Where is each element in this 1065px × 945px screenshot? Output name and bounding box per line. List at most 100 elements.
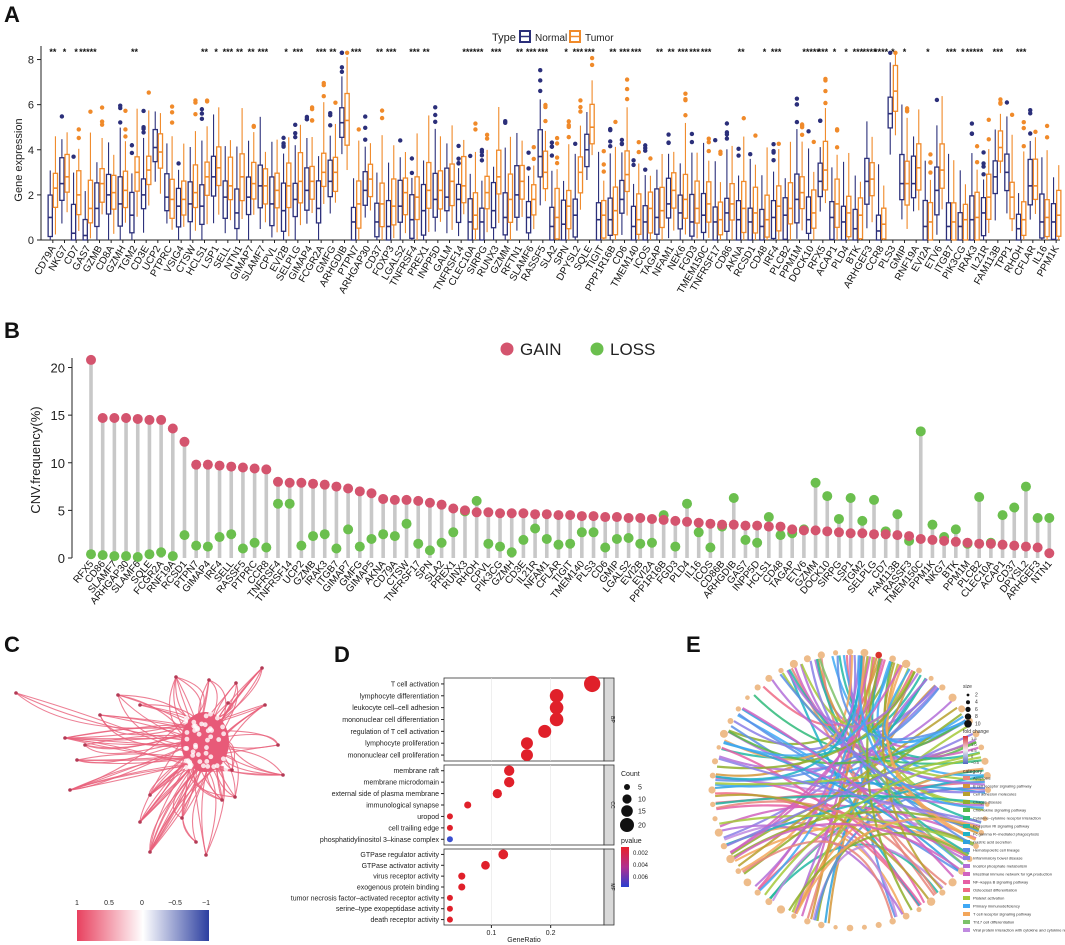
panel-letter-c: C <box>4 632 20 657</box>
lollipop-pair <box>389 494 400 558</box>
pvalue-legend-title: pvalue <box>621 838 642 845</box>
normal-outlier <box>969 121 975 126</box>
network-node <box>233 795 237 799</box>
chord <box>771 679 985 786</box>
normal-outlier <box>304 114 310 120</box>
chord-node <box>875 921 882 929</box>
category-swatch <box>963 856 970 860</box>
size-legend-dot <box>964 720 972 728</box>
chord-node <box>710 801 716 808</box>
lollipop-pair <box>553 510 564 558</box>
normal-box <box>759 208 765 241</box>
gene-box-pair <box>455 139 467 237</box>
gain-point <box>109 413 120 423</box>
gene-box-pair <box>957 170 969 241</box>
y-tick-label: 15 <box>51 408 65 423</box>
tumor-box <box>52 172 59 209</box>
term-dot <box>446 905 453 912</box>
gain-point <box>623 513 634 523</box>
lollipop-pair <box>530 509 541 558</box>
chord-node <box>720 842 728 850</box>
x-axis-label: GeneRatio <box>507 937 541 944</box>
lollipop-pair <box>331 481 342 558</box>
gene-box-pair <box>47 136 59 240</box>
loss-point <box>144 549 155 560</box>
loss-point <box>296 540 307 551</box>
lollipop-pair <box>366 488 377 558</box>
chord-node <box>958 705 966 713</box>
network-node <box>208 754 214 760</box>
loss-point <box>705 542 716 553</box>
facet-strip-cc <box>603 764 615 846</box>
significance-mark: * <box>891 47 895 57</box>
loss-point <box>214 532 225 543</box>
normal-outlier <box>794 102 800 107</box>
colorbar-tick-label: 0 <box>140 900 144 907</box>
gain-point <box>833 527 844 538</box>
normal-box <box>980 196 987 237</box>
tumor-box <box>297 151 304 204</box>
term-dot <box>446 813 453 820</box>
tumor-outlier <box>613 119 618 125</box>
loss-point <box>191 540 202 551</box>
normal-outlier <box>538 88 543 94</box>
normal-box <box>700 192 707 234</box>
normal-box <box>397 179 403 223</box>
gain-point <box>167 423 178 434</box>
tumor-box <box>636 193 642 236</box>
significance-mark: ** <box>236 47 244 57</box>
tumor-outlier <box>321 82 326 88</box>
lollipop-pair <box>588 511 599 558</box>
normal-box <box>677 194 683 230</box>
loss-point <box>588 527 599 538</box>
tumor-outlier <box>123 108 128 113</box>
gain-point <box>389 494 400 505</box>
chord-node <box>846 924 854 932</box>
loss-point <box>869 494 880 505</box>
loss-point <box>401 518 412 529</box>
gain-point <box>880 529 891 540</box>
lollipop-pair <box>156 414 167 558</box>
gain-point <box>857 528 868 539</box>
normal-box <box>840 205 847 241</box>
network-node <box>223 766 229 772</box>
gene-box-pair <box>444 125 455 234</box>
gain-point <box>950 536 961 547</box>
y-tick-label: 6 <box>28 100 34 112</box>
y-tick-label: 10 <box>51 456 65 471</box>
normal-outlier <box>468 153 473 159</box>
normal-outlier <box>981 164 986 169</box>
lollipop-pair <box>202 459 213 558</box>
network-node <box>207 678 211 682</box>
loss-point <box>810 477 821 488</box>
significance-mark: ** <box>201 47 209 57</box>
category-label: Fc gamma R–mediated phagocytosis <box>973 832 1039 837</box>
chord-node <box>833 925 838 930</box>
loss-point <box>471 495 482 506</box>
tumor-box <box>741 180 747 234</box>
gene-box-pair <box>397 138 409 240</box>
term-label: membrane raft <box>393 768 439 775</box>
significance-mark: **** <box>862 47 877 57</box>
chord <box>727 719 967 765</box>
tumor-outlier <box>379 115 385 121</box>
network-node <box>116 693 120 697</box>
gene-box-pair <box>910 109 922 212</box>
tumor-outlier <box>554 155 560 160</box>
normal-box <box>479 207 485 241</box>
legend-cnv: GAIN LOSS <box>500 340 655 359</box>
normal-box <box>642 205 648 241</box>
chord <box>715 794 985 805</box>
normal-outlier <box>724 130 730 135</box>
tumor-box <box>811 189 817 229</box>
tumor-box <box>1032 158 1039 201</box>
gene-box-pair <box>864 121 875 229</box>
category-label: Viral protein interaction with cytokine … <box>973 928 1065 933</box>
loss-point <box>553 539 564 550</box>
panel-letter-b: B <box>4 318 20 343</box>
category-label: Chemokine signaling pathway <box>973 808 1026 813</box>
normal-outlier <box>176 161 181 166</box>
normal-outlier <box>794 96 800 101</box>
tumor-box <box>122 170 129 209</box>
chord-node <box>765 898 773 906</box>
